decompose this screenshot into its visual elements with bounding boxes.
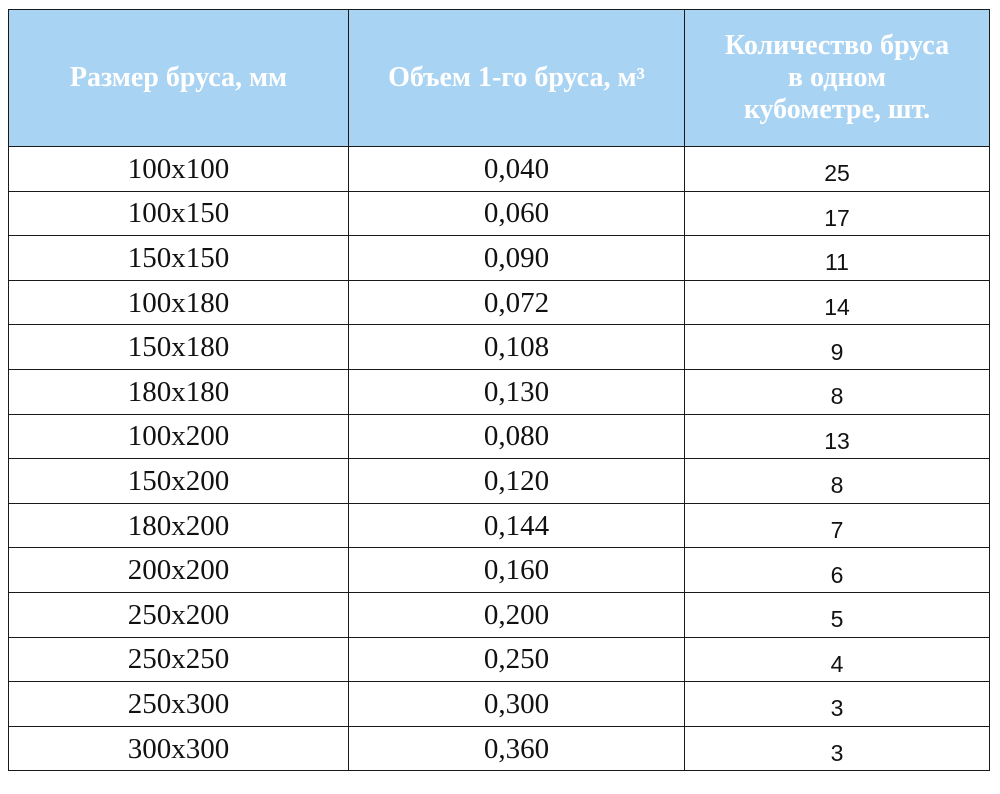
cell-size: 180х180 [8, 368, 349, 415]
table-row: 150х180 0,108 9 [8, 324, 990, 370]
cell-count: 8 [684, 368, 990, 415]
cell-volume: 0,040 [348, 146, 685, 192]
cell-count: 9 [684, 324, 990, 370]
header-count-line-3: кубометре, шт. [743, 94, 931, 125]
cell-size: 150х150 [8, 235, 349, 281]
table-row: 100х200 0,080 13 [8, 413, 990, 460]
cell-volume: 0,080 [348, 413, 685, 460]
cell-size: 250х300 [8, 681, 349, 727]
table-row: 100х100 0,040 25 [8, 146, 990, 192]
cell-size: 250х250 [8, 636, 349, 683]
header-size: Размер бруса, мм [8, 9, 349, 147]
cell-count: 13 [684, 413, 990, 460]
cell-volume: 0,120 [348, 458, 685, 504]
table-row: 250х250 0,250 4 [8, 636, 990, 683]
cell-volume: 0,060 [348, 190, 685, 237]
cell-count: 17 [684, 190, 990, 237]
cell-count: 4 [684, 636, 990, 683]
cell-count: 7 [684, 502, 990, 549]
cell-volume: 0,300 [348, 681, 685, 727]
header-row: Размер бруса, мм Объем 1-го бруса, м³ Ко… [8, 9, 990, 147]
cell-size: 100х180 [8, 279, 349, 326]
cell-size: 200х200 [8, 547, 349, 593]
cell-size: 100х150 [8, 190, 349, 237]
cell-size: 250х200 [8, 591, 349, 638]
cell-volume: 0,108 [348, 324, 685, 370]
cell-size: 100х200 [8, 413, 349, 460]
cell-count: 3 [684, 681, 990, 727]
cell-count: 14 [684, 279, 990, 326]
table-row: 300х300 0,360 3 [8, 725, 990, 772]
cell-size: 150х180 [8, 324, 349, 370]
table-row: 250х300 0,300 3 [8, 681, 990, 727]
table-row: 200х200 0,160 6 [8, 547, 990, 593]
timber-volume-table: Размер бруса, мм Объем 1-го бруса, м³ Ко… [8, 9, 990, 772]
cell-volume: 0,160 [348, 547, 685, 593]
cell-count: 11 [684, 235, 990, 281]
cell-volume: 0,072 [348, 279, 685, 326]
cell-size: 180х200 [8, 502, 349, 549]
cell-count: 8 [684, 458, 990, 504]
cell-size: 300х300 [8, 725, 349, 772]
table-row: 180х180 0,130 8 [8, 368, 990, 415]
header-count-line-2: в одном [787, 62, 887, 93]
cell-size: 150х200 [8, 458, 349, 504]
table-body: 100х100 0,040 25 100х150 0,060 17 150х15… [8, 146, 990, 772]
header-count-line-1: Количество бруса [724, 30, 950, 61]
cell-volume: 0,200 [348, 591, 685, 638]
header-count: Количество бруса в одном кубометре, шт. [684, 9, 990, 147]
cell-count: 6 [684, 547, 990, 593]
cell-volume: 0,144 [348, 502, 685, 549]
cell-volume: 0,250 [348, 636, 685, 683]
cell-count: 5 [684, 591, 990, 638]
table-row: 150х200 0,120 8 [8, 458, 990, 504]
table-row: 150х150 0,090 11 [8, 235, 990, 281]
cell-size: 100х100 [8, 146, 349, 192]
table-row: 180х200 0,144 7 [8, 502, 990, 549]
table-header: Размер бруса, мм Объем 1-го бруса, м³ Ко… [8, 9, 990, 147]
cell-volume: 0,360 [348, 725, 685, 772]
timber-table-container: Размер бруса, мм Объем 1-го бруса, м³ Ко… [8, 9, 990, 772]
cell-volume: 0,130 [348, 368, 685, 415]
table-row: 250х200 0,200 5 [8, 591, 990, 638]
cell-count: 3 [684, 725, 990, 772]
table-row: 100х150 0,060 17 [8, 190, 990, 237]
cell-volume: 0,090 [348, 235, 685, 281]
table-row: 100х180 0,072 14 [8, 279, 990, 326]
cell-count: 25 [684, 146, 990, 192]
header-volume: Объем 1-го бруса, м³ [348, 9, 685, 147]
